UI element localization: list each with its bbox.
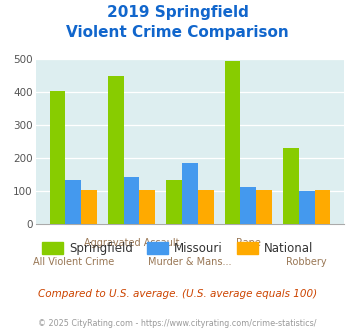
Bar <box>108 76 124 224</box>
Bar <box>315 190 330 224</box>
Text: All Violent Crime: All Violent Crime <box>33 257 114 267</box>
Text: 2019 Springfield: 2019 Springfield <box>106 5 248 20</box>
Bar <box>225 61 240 224</box>
Text: Robbery: Robbery <box>286 257 327 267</box>
Text: Violent Crime Comparison: Violent Crime Comparison <box>66 25 289 40</box>
Text: © 2025 CityRating.com - https://www.cityrating.com/crime-statistics/: © 2025 CityRating.com - https://www.city… <box>38 319 317 328</box>
Bar <box>240 187 256 224</box>
Text: Rape: Rape <box>236 238 261 248</box>
Bar <box>299 191 315 224</box>
Bar <box>50 91 65 224</box>
Text: Murder & Mans...: Murder & Mans... <box>148 257 232 267</box>
Bar <box>256 190 272 224</box>
Bar <box>124 177 140 224</box>
Legend: Springfield, Missouri, National: Springfield, Missouri, National <box>37 237 318 260</box>
Bar <box>65 180 81 224</box>
Bar <box>81 190 97 224</box>
Bar <box>198 190 214 224</box>
Text: Aggravated Assault: Aggravated Assault <box>84 238 179 248</box>
Bar <box>283 148 299 224</box>
Text: Compared to U.S. average. (U.S. average equals 100): Compared to U.S. average. (U.S. average … <box>38 289 317 299</box>
Bar <box>182 163 198 224</box>
Bar <box>166 180 182 224</box>
Bar <box>140 190 155 224</box>
